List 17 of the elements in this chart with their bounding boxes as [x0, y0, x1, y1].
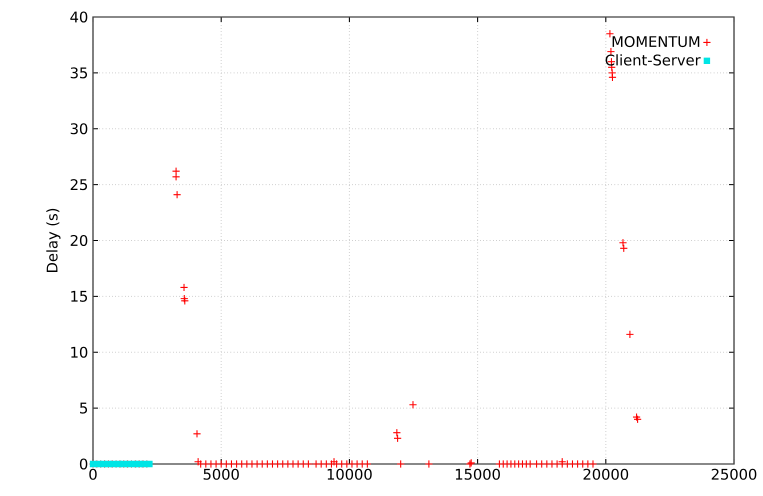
y-tick-label: 35	[70, 67, 88, 78]
x-tick-label: 20000	[584, 468, 628, 480]
y-tick-label: 40	[70, 11, 88, 23]
x-tick-label: 0	[89, 468, 97, 480]
x-tick-label: 5000	[204, 468, 239, 480]
y-axis-title: Delay (s)	[46, 208, 60, 272]
y-tick-label: 5	[80, 402, 88, 414]
x-tick-label: 10000	[328, 468, 372, 480]
legend-label: MOMENTUM	[612, 36, 700, 48]
y-tick-label: 20	[70, 234, 88, 246]
y-tick-label: 10	[71, 346, 88, 358]
y-tick-label: 0	[80, 458, 88, 470]
y-tick-label: 30	[70, 123, 88, 134]
y-tick-label: 25	[70, 179, 88, 190]
x-tick-label: 15000	[456, 468, 500, 480]
y-tick-label: 15	[71, 290, 88, 302]
x-tick-label: 25000	[712, 468, 756, 480]
